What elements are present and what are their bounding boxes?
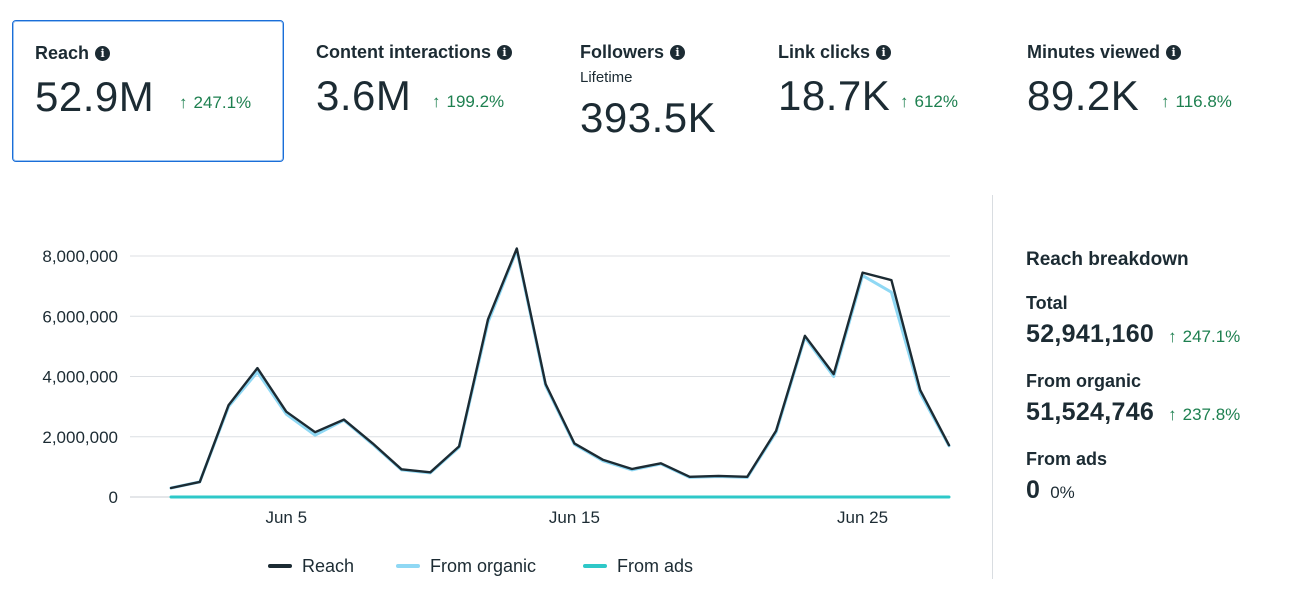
metrics-row: Reach i 52.9M ↑ 247.1% Content interactio… xyxy=(0,0,1306,170)
metric-title: Link clicks i xyxy=(778,42,892,63)
chart-series xyxy=(169,247,951,499)
x-tick-label: Jun 5 xyxy=(265,508,307,527)
metric-value: 52.9M xyxy=(35,73,155,120)
metric-value: 3.6M xyxy=(316,72,412,119)
breakdown-ads-pct: 0% xyxy=(1050,483,1075,502)
breakdown-organic-change-value: 237.8% xyxy=(1182,405,1241,424)
info-icon[interactable]: i xyxy=(876,45,892,60)
reach-chart: 0 2,000,000 4,000,000 6,000,000 8,000,000 Ju… xyxy=(0,190,990,594)
chart-legend: Reach From organic From ads xyxy=(268,556,693,576)
arrow-up-icon: ↑ xyxy=(179,93,188,112)
metric-title: Reach i xyxy=(35,43,111,64)
metric-change-value: 199.2% xyxy=(446,92,505,111)
legend-label: From organic xyxy=(430,556,536,576)
legend-label: Reach xyxy=(302,556,354,576)
y-tick-label: 8,000,000 xyxy=(42,247,118,266)
chart-y-axis: 0 2,000,000 4,000,000 6,000,000 8,000,000 xyxy=(42,247,118,507)
legend-item-from-ads[interactable]: From ads xyxy=(583,556,693,576)
metric-change-value: 247.1% xyxy=(193,93,252,112)
metric-title: Minutes viewed i xyxy=(1027,42,1182,63)
y-tick-label: 2,000,000 xyxy=(42,428,118,447)
legend-item-reach[interactable]: Reach xyxy=(268,556,354,576)
breakdown-total-label: Total xyxy=(1026,293,1068,313)
metric-card-minutes-viewed[interactable]: Minutes viewed i 89.2K ↑ 116.8% xyxy=(1005,20,1285,162)
metric-change: ↑ 199.2% xyxy=(432,92,504,112)
metric-title-text: Content interactions xyxy=(316,42,492,62)
info-icon[interactable]: i xyxy=(95,46,111,61)
series-line-reach xyxy=(169,247,951,490)
metric-value: 393.5K xyxy=(580,94,717,141)
metric-card-reach[interactable]: Reach i 52.9M ↑ 247.1% xyxy=(12,20,284,162)
metric-card-link-clicks[interactable]: Link clicks i 18.7K ↑ 612% xyxy=(756,20,996,162)
arrow-up-icon: ↑ xyxy=(1161,92,1170,111)
metric-card-followers[interactable]: Followers i Lifetime 393.5K xyxy=(558,20,748,162)
breakdown-organic-row: 51,524,746 ↑ 237.8% xyxy=(1026,398,1296,427)
x-tick-label: Jun 25 xyxy=(837,508,888,527)
y-tick-label: 4,000,000 xyxy=(42,368,118,387)
metric-title-text: Followers xyxy=(580,42,665,62)
y-tick-label: 0 xyxy=(109,488,118,507)
metric-change: ↑ 247.1% xyxy=(179,93,251,113)
breakdown-total-change-value: 247.1% xyxy=(1182,327,1241,346)
breakdown-total-row: 52,941,160 ↑ 247.1% xyxy=(1026,320,1296,349)
breakdown-total-value: 52,941,160 xyxy=(1026,320,1155,348)
metric-title-text: Reach xyxy=(35,43,90,63)
metric-value: 89.2K xyxy=(1027,72,1140,119)
metric-title-text: Link clicks xyxy=(778,42,871,62)
x-tick-label: Jun 15 xyxy=(549,508,600,527)
metric-change: ↑ 612% xyxy=(900,92,958,112)
info-icon[interactable]: i xyxy=(670,45,686,60)
info-icon[interactable]: i xyxy=(1166,45,1182,60)
breakdown-organic-value: 51,524,746 xyxy=(1026,398,1155,426)
metric-title-text: Minutes viewed xyxy=(1027,42,1161,62)
arrow-up-icon: ↑ xyxy=(432,92,441,111)
info-icon[interactable]: i xyxy=(497,45,513,60)
metric-title: Content interactions i xyxy=(316,42,513,63)
breakdown-organic-change: ↑ 237.8% xyxy=(1168,405,1240,425)
breakdown-ads-value: 0 xyxy=(1026,476,1041,504)
metric-value: 18.7K xyxy=(778,72,891,119)
arrow-up-icon: ↑ xyxy=(900,92,909,111)
breakdown-total-change: ↑ 247.1% xyxy=(1168,327,1240,347)
breakdown-heading: Reach breakdown xyxy=(1026,249,1189,270)
metric-card-content-interactions[interactable]: Content interactions i 3.6M ↑ 199.2% xyxy=(294,20,554,162)
arrow-up-icon: ↑ xyxy=(1168,405,1177,424)
reach-breakdown-panel: Reach breakdown Total 52,941,160 ↑ 247.1%… xyxy=(1026,240,1296,505)
metric-change-value: 116.8% xyxy=(1175,92,1232,111)
legend-label: From ads xyxy=(617,556,693,576)
metric-title: Followers i xyxy=(580,42,686,63)
breakdown-ads-row: 0 0% xyxy=(1026,476,1296,505)
metric-subtitle: Lifetime xyxy=(580,69,633,86)
breakdown-organic-label: From organic xyxy=(1026,371,1142,391)
panel-divider xyxy=(992,195,993,579)
series-line-from-organic xyxy=(169,248,951,490)
metric-change-value: 612% xyxy=(914,92,958,111)
legend-item-from-organic[interactable]: From organic xyxy=(396,556,536,576)
y-tick-label: 6,000,000 xyxy=(42,307,118,326)
reach-line-chart[interactable]: 0 2,000,000 4,000,000 6,000,000 8,000,000 Ju… xyxy=(0,190,990,594)
arrow-up-icon: ↑ xyxy=(1168,327,1177,346)
metric-change: ↑ 116.8% xyxy=(1161,92,1232,112)
chart-x-axis: Jun 5 Jun 15 Jun 25 xyxy=(265,508,888,527)
breakdown-ads-label: From ads xyxy=(1026,449,1108,469)
